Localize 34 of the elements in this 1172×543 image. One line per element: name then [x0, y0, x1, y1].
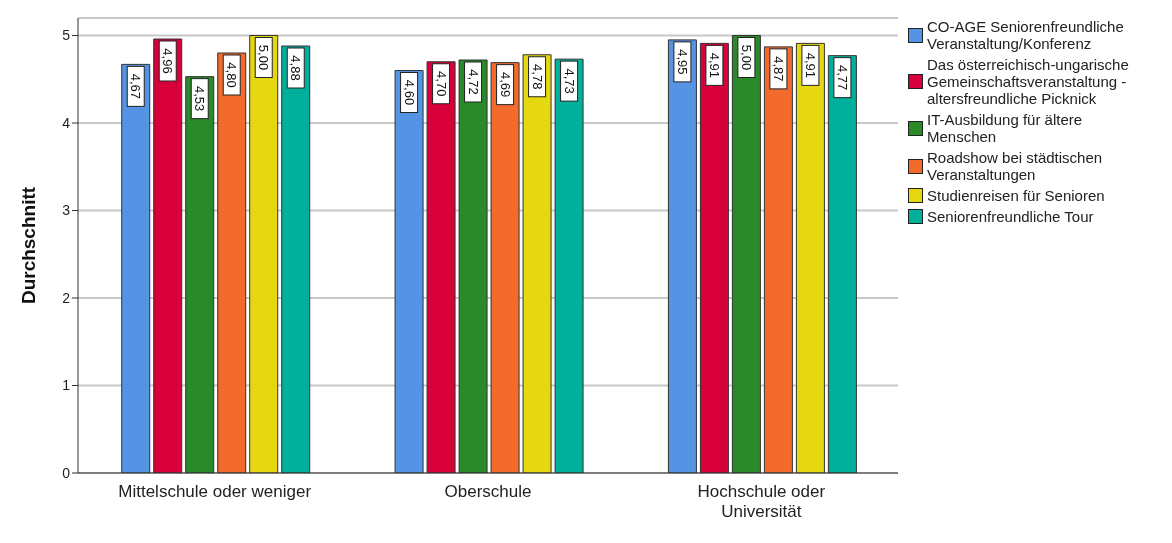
legend-label: CO-AGE Seniorenfreundliche Veranstaltung/Konferenz [927, 18, 1125, 52]
y-tick-label: 3 [62, 202, 71, 219]
data-label: 5,00 [256, 44, 272, 71]
x-tick-label: Hochschule oder Universität [697, 482, 826, 521]
legend-label: Seniorenfreundliche Tour [927, 208, 1094, 225]
y-tick-label: 4 [62, 114, 71, 131]
data-label: 4,67 [128, 73, 144, 100]
x-tick-label: Oberschule [444, 482, 532, 501]
data-label: 4,87 [770, 56, 786, 82]
data-label: 4,73 [561, 68, 577, 94]
y-axis-title: Durchschnitt [17, 186, 39, 305]
data-label: 4,88 [288, 55, 304, 81]
legend-label: Das österreichisch-ungarische Gemeinschaftsveranstaltung - altersfreundliche Picknick [927, 56, 1130, 107]
data-label: 4,78 [529, 64, 545, 90]
data-label: 4,91 [802, 52, 818, 79]
legend-label: Studienreisen für Senioren [927, 187, 1105, 204]
data-label: 4,96 [160, 48, 176, 74]
y-tick-label: 5 [62, 27, 71, 44]
legend-label: Roadshow bei städtischen Veranstaltungen [927, 149, 1104, 183]
y-tick-label: 0 [62, 464, 71, 481]
data-label: 5,00 [738, 44, 754, 71]
x-tick-label: Mittelschule oder weniger [118, 482, 312, 501]
legend-label: IT-Ausbildung für ältere Menschen [927, 111, 1084, 145]
data-label: 4,70 [433, 71, 449, 97]
y-tick-label: 2 [62, 289, 71, 306]
data-label: 4,77 [834, 64, 850, 91]
data-label: 4,80 [224, 62, 240, 88]
data-label: 4,91 [706, 52, 722, 79]
data-label: 4,60 [401, 79, 417, 106]
data-label: 4,69 [497, 71, 513, 98]
data-label: 4,95 [674, 49, 690, 75]
data-label: 4,53 [192, 85, 208, 112]
data-label: 4,72 [465, 69, 481, 95]
y-tick-label: 1 [62, 377, 71, 394]
